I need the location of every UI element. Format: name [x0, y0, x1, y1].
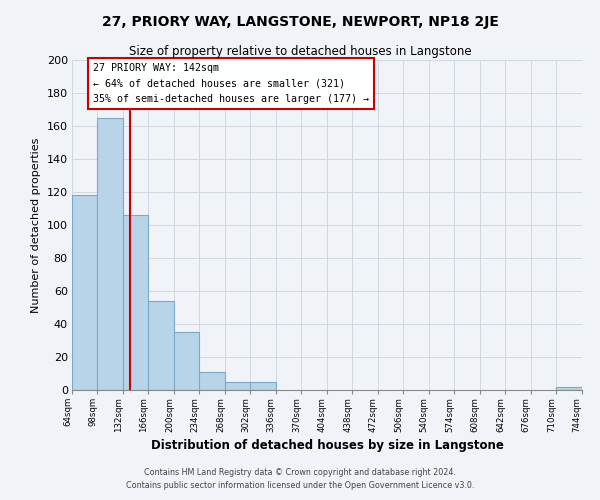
Text: 27, PRIORY WAY, LANGSTONE, NEWPORT, NP18 2JE: 27, PRIORY WAY, LANGSTONE, NEWPORT, NP18…: [101, 15, 499, 29]
Y-axis label: Number of detached properties: Number of detached properties: [31, 138, 41, 312]
Text: Size of property relative to detached houses in Langstone: Size of property relative to detached ho…: [128, 45, 472, 58]
X-axis label: Distribution of detached houses by size in Langstone: Distribution of detached houses by size …: [151, 439, 503, 452]
Bar: [556, 386, 581, 390]
Text: Contains HM Land Registry data © Crown copyright and database right 2024.
Contai: Contains HM Land Registry data © Crown c…: [126, 468, 474, 490]
Text: 27 PRIORY WAY: 142sqm
← 64% of detached houses are smaller (321)
35% of semi-det: 27 PRIORY WAY: 142sqm ← 64% of detached …: [93, 64, 369, 104]
Bar: [225, 382, 250, 390]
Bar: [72, 196, 97, 390]
Bar: [199, 372, 225, 390]
Bar: [174, 332, 199, 390]
Bar: [123, 215, 148, 390]
Bar: [97, 118, 123, 390]
Bar: [250, 382, 276, 390]
Bar: [148, 301, 174, 390]
